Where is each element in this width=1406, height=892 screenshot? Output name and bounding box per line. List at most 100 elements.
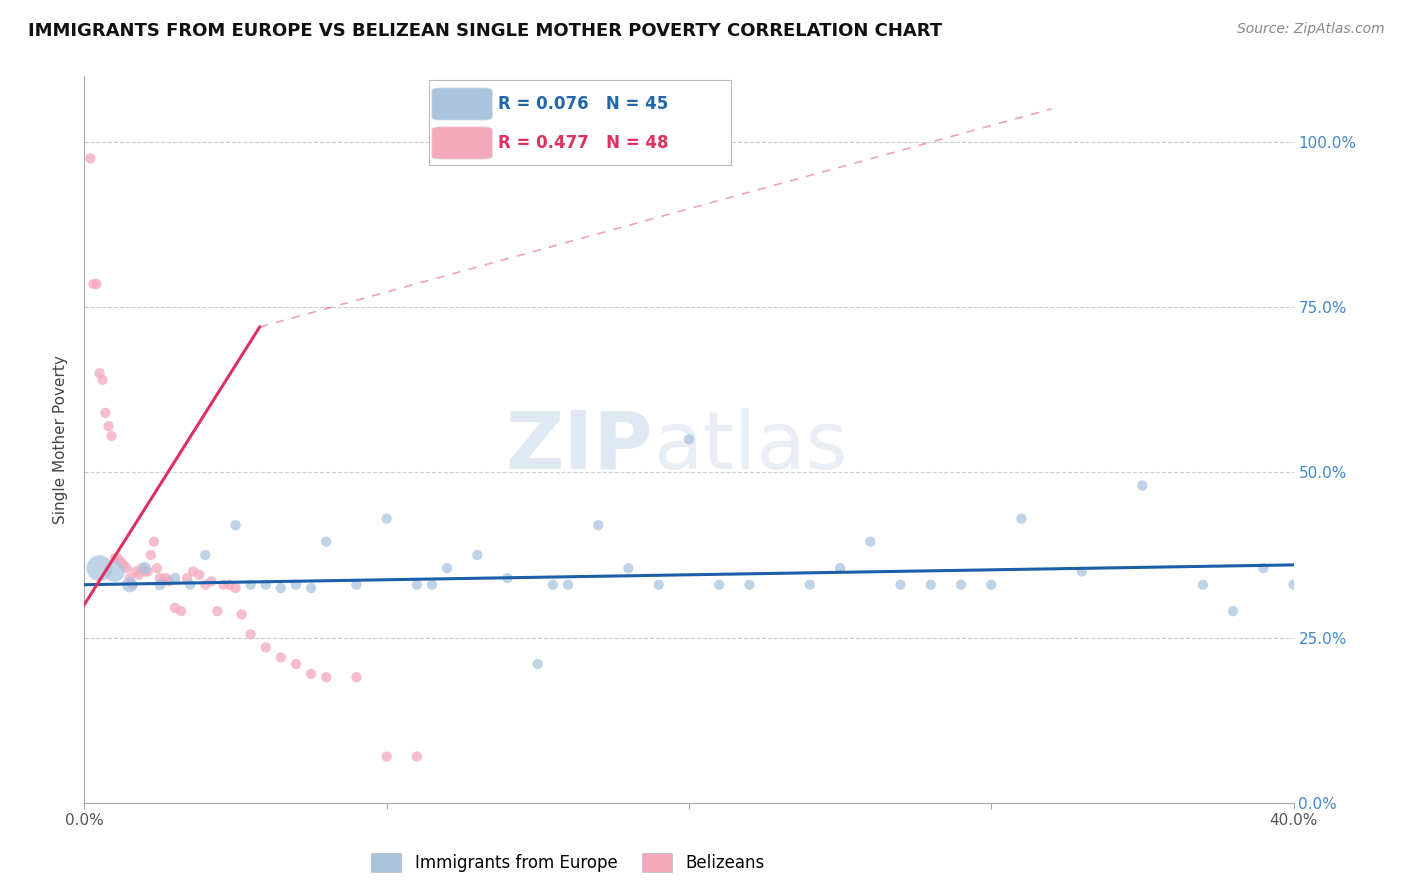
Text: atlas: atlas: [652, 408, 846, 485]
Point: [107, 551, 129, 566]
Point: [541, 578, 564, 592]
Point: [467, 548, 489, 562]
Point: [1011, 511, 1033, 525]
Point: [104, 565, 127, 579]
Point: [142, 534, 165, 549]
Point: [112, 558, 135, 572]
Point: [406, 749, 429, 764]
Point: [136, 565, 159, 579]
Point: [299, 581, 322, 595]
Text: Source: ZipAtlas.com: Source: ZipAtlas.com: [1237, 22, 1385, 37]
Point: [170, 604, 193, 618]
Point: [254, 640, 277, 655]
Point: [406, 578, 429, 592]
Point: [165, 571, 187, 585]
Point: [588, 518, 610, 533]
Point: [285, 657, 308, 671]
Point: [104, 551, 127, 566]
Point: [375, 511, 398, 525]
Point: [920, 578, 942, 592]
Point: [165, 600, 187, 615]
Point: [285, 578, 308, 592]
Point: [678, 432, 700, 446]
Point: [617, 561, 640, 575]
Point: [97, 419, 120, 434]
Point: [950, 578, 973, 592]
Point: [315, 534, 337, 549]
Point: [118, 571, 141, 585]
Point: [299, 667, 322, 681]
FancyBboxPatch shape: [432, 88, 492, 120]
Point: [194, 548, 217, 562]
Point: [1192, 578, 1215, 592]
Point: [1253, 561, 1275, 575]
Point: [155, 571, 177, 585]
Point: [709, 578, 731, 592]
Point: [830, 561, 852, 575]
Point: [1130, 478, 1153, 492]
Point: [254, 578, 277, 592]
Point: [315, 670, 337, 684]
Point: [134, 565, 156, 579]
Point: [181, 565, 204, 579]
Y-axis label: Single Mother Poverty: Single Mother Poverty: [53, 355, 69, 524]
Point: [207, 604, 229, 618]
Point: [225, 581, 247, 595]
Point: [436, 561, 458, 575]
Text: R = 0.076   N = 45: R = 0.076 N = 45: [498, 95, 669, 113]
Point: [346, 578, 368, 592]
Point: [128, 567, 150, 582]
Point: [225, 518, 247, 533]
Point: [527, 657, 550, 671]
Text: ZIP: ZIP: [505, 408, 652, 485]
Point: [125, 565, 148, 579]
Point: [100, 429, 122, 443]
Point: [218, 578, 240, 592]
Point: [980, 578, 1002, 592]
Point: [149, 578, 172, 592]
Point: [231, 607, 253, 622]
Point: [82, 277, 104, 291]
Point: [1222, 604, 1244, 618]
FancyBboxPatch shape: [432, 127, 492, 159]
Point: [859, 534, 882, 549]
Point: [188, 567, 211, 582]
Point: [375, 749, 398, 764]
Point: [110, 555, 132, 569]
Point: [212, 578, 235, 592]
Point: [139, 548, 162, 562]
Point: [86, 277, 108, 291]
Point: [94, 406, 117, 420]
Point: [115, 561, 138, 575]
Point: [1071, 565, 1094, 579]
Point: [79, 152, 101, 166]
Point: [131, 561, 153, 575]
Legend: Immigrants from Europe, Belizeans: Immigrants from Europe, Belizeans: [364, 847, 772, 880]
Point: [420, 578, 443, 592]
Point: [239, 627, 262, 641]
Point: [270, 650, 292, 665]
Point: [89, 561, 111, 575]
Point: [496, 571, 519, 585]
Text: R = 0.477   N = 48: R = 0.477 N = 48: [498, 134, 669, 152]
Point: [557, 578, 579, 592]
Point: [152, 574, 174, 589]
Point: [890, 578, 912, 592]
Point: [91, 373, 114, 387]
Point: [149, 571, 172, 585]
Point: [648, 578, 671, 592]
Point: [1282, 578, 1305, 592]
Point: [194, 578, 217, 592]
Point: [157, 574, 180, 589]
Point: [179, 578, 201, 592]
Point: [118, 578, 141, 592]
Point: [121, 578, 143, 592]
Point: [270, 581, 292, 595]
Point: [146, 561, 169, 575]
Point: [176, 571, 198, 585]
Point: [799, 578, 821, 592]
Point: [239, 578, 262, 592]
Text: IMMIGRANTS FROM EUROPE VS BELIZEAN SINGLE MOTHER POVERTY CORRELATION CHART: IMMIGRANTS FROM EUROPE VS BELIZEAN SINGL…: [28, 22, 942, 40]
Point: [738, 578, 761, 592]
Point: [134, 561, 156, 575]
